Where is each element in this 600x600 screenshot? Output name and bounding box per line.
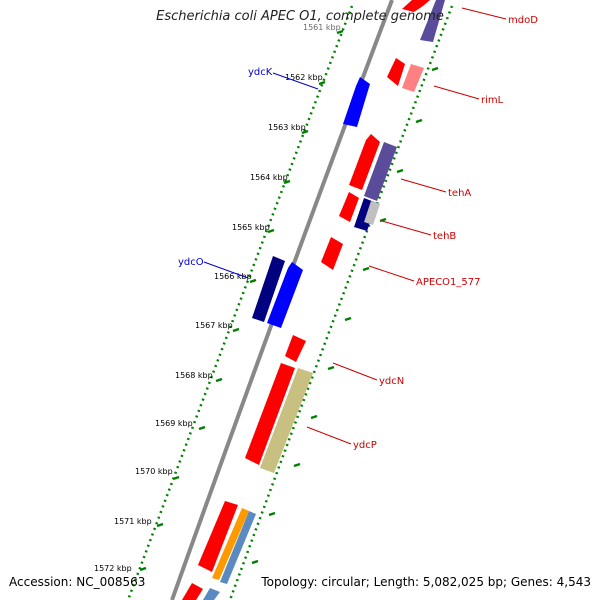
gene-mdoD-purple[interactable] [420, 0, 445, 42]
gene-rimL[interactable] [402, 64, 424, 92]
gene-APECO1_577[interactable] [321, 237, 343, 270]
gene-label-tehB: tehB [433, 231, 456, 242]
gene-label-ydcP: ydcP [353, 440, 377, 451]
gene-ydcK[interactable] [343, 77, 370, 127]
gene-label-tehA: tehA [448, 188, 471, 199]
gene-tehA[interactable] [364, 142, 397, 201]
gene-label-APECO1_577: APECO1_577 [416, 277, 481, 288]
gene-label-ydcN: ydcN [379, 376, 404, 387]
tick-label: 1567 kbp [195, 321, 233, 330]
inner-ticks [251, 66, 439, 565]
gene-red-2[interactable] [339, 192, 359, 222]
gene-ydcO-dark[interactable] [252, 256, 285, 322]
tick-label: 1564 kbp [250, 173, 288, 182]
gene-small-red-1[interactable] [387, 58, 405, 86]
gene-mdoD-red[interactable] [402, 0, 430, 12]
tick-label: 1572 kbp [94, 564, 132, 573]
tick-label: 1571 kbp [114, 517, 152, 526]
forward-genes [252, 77, 370, 328]
gene-label-ydcK: ydcK [248, 67, 273, 78]
gene-label-mdoD: mdoD [508, 15, 538, 26]
outer-tick-track [126, 5, 354, 600]
outer-ticks [139, 29, 344, 572]
gene-tehB-grey[interactable] [364, 201, 380, 225]
genome-summary-text: Topology: circular; Length: 5,082,025 bp… [261, 575, 591, 589]
gene-labels: mdoD rimL tehA tehB APECO1_577 ydcN ydcP… [178, 15, 538, 451]
tick-label: 1562 kbp [285, 73, 323, 82]
map-title: Escherichia coli APEC O1, complete genom… [156, 9, 444, 24]
tick-label: 1563 kbp [268, 123, 306, 132]
gene-label-ydcO: ydcO [178, 257, 204, 268]
gene-tehA-red[interactable] [349, 134, 380, 190]
gene-bottom-orange[interactable] [212, 508, 249, 580]
gene-bottom-red-2[interactable] [182, 583, 203, 600]
tick-label: 1561 kbp [303, 23, 341, 32]
gene-bottom-steel[interactable] [220, 511, 256, 584]
gene-ydcN[interactable] [285, 335, 306, 362]
tick-label: 1565 kbp [232, 223, 270, 232]
reverse-genes [182, 0, 445, 600]
ruler-labels: 1561 kbp 1562 kbp 1563 kbp 1564 kbp 1565… [94, 23, 341, 573]
accession-text: Accession: NC_008563 [9, 575, 146, 589]
gene-ydcO[interactable] [267, 262, 303, 328]
gene-ydcP-red[interactable] [245, 363, 295, 465]
gene-label-rimL: rimL [481, 95, 504, 106]
tick-label: 1569 kbp [155, 419, 193, 428]
gene-bottom-steel-2[interactable] [203, 588, 220, 600]
tick-label: 1570 kbp [135, 467, 173, 476]
leader-lines [203, 7, 507, 445]
tick-label: 1568 kbp [175, 371, 213, 380]
tick-label: 1566 kbp [214, 272, 252, 281]
gene-bottom-red[interactable] [198, 501, 238, 572]
gene-ydcP[interactable] [260, 368, 313, 473]
